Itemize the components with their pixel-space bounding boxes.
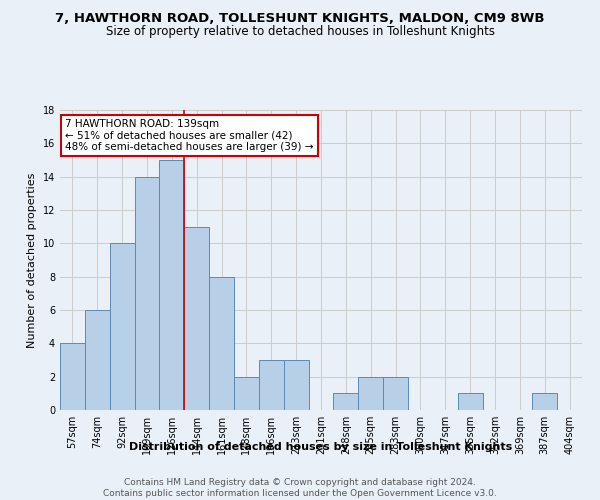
Text: 7, HAWTHORN ROAD, TOLLESHUNT KNIGHTS, MALDON, CM9 8WB: 7, HAWTHORN ROAD, TOLLESHUNT KNIGHTS, MA… — [55, 12, 545, 26]
Bar — [160, 160, 184, 410]
Y-axis label: Number of detached properties: Number of detached properties — [27, 172, 37, 348]
Text: Distribution of detached houses by size in Tolleshunt Knights: Distribution of detached houses by size … — [130, 442, 512, 452]
Bar — [532, 394, 557, 410]
Text: 7 HAWTHORN ROAD: 139sqm
← 51% of detached houses are smaller (42)
48% of semi-de: 7 HAWTHORN ROAD: 139sqm ← 51% of detache… — [65, 119, 314, 152]
Bar — [259, 360, 284, 410]
Bar — [334, 394, 358, 410]
Bar — [234, 376, 259, 410]
Bar — [209, 276, 234, 410]
Bar — [85, 310, 110, 410]
Bar — [358, 376, 383, 410]
Bar — [284, 360, 308, 410]
Text: Size of property relative to detached houses in Tolleshunt Knights: Size of property relative to detached ho… — [106, 25, 494, 38]
Bar — [110, 244, 134, 410]
Text: Contains HM Land Registry data © Crown copyright and database right 2024.
Contai: Contains HM Land Registry data © Crown c… — [103, 478, 497, 498]
Bar — [60, 344, 85, 410]
Bar — [184, 226, 209, 410]
Bar — [134, 176, 160, 410]
Bar — [458, 394, 482, 410]
Bar — [383, 376, 408, 410]
